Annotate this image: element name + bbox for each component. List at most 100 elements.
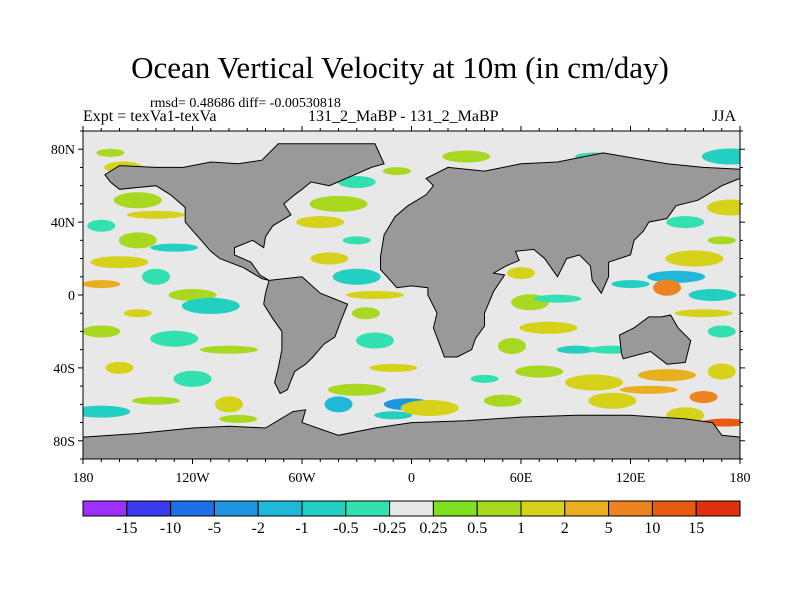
anomaly-cell xyxy=(346,291,404,299)
anomaly-cell xyxy=(96,148,125,157)
stats-line: rmsd= 0.48686 diff= -0.00530818 xyxy=(150,96,341,111)
anomaly-cell xyxy=(83,280,121,289)
anomaly-cell xyxy=(707,236,736,245)
colorbar-swatch xyxy=(170,500,215,517)
anomaly-cell xyxy=(113,192,162,209)
anomaly-cell xyxy=(611,280,650,289)
colorbar-swatch xyxy=(345,500,391,517)
anomaly-cell xyxy=(118,232,157,249)
anomaly-cell xyxy=(127,210,185,219)
colorbar-swatch xyxy=(651,500,697,517)
anomaly-cell xyxy=(442,150,491,163)
season-label: JJA xyxy=(712,108,737,125)
colorbar-label: -2 xyxy=(252,520,265,537)
colorbar-swatch xyxy=(257,500,303,517)
anomaly-cell xyxy=(688,289,737,301)
anomaly-cell xyxy=(219,414,258,423)
anomaly-cell xyxy=(706,199,740,216)
anomaly-cell xyxy=(332,268,381,285)
period-label: 131_2_MaBP - 131_2_MaBP xyxy=(308,108,499,125)
anomaly-cell xyxy=(638,369,696,382)
anomaly-cell xyxy=(497,338,526,355)
colorbar-label: 10 xyxy=(644,520,660,537)
x-tick-label: 180 xyxy=(730,471,751,486)
anomaly-cell xyxy=(181,297,240,314)
colorbar-label: 0.25 xyxy=(419,520,447,537)
experiment-label: Expt = texVa1-texVa xyxy=(83,108,217,125)
anomaly-cell xyxy=(356,332,394,349)
colorbar-label: 15 xyxy=(688,520,704,537)
anomaly-cell xyxy=(707,363,736,380)
x-tick-label: 120W xyxy=(175,471,210,486)
colorbar-swatch xyxy=(213,500,259,517)
x-tick-label: 0 xyxy=(408,471,415,486)
x-axis: 180 120W 60W 0 60E 120E 180 xyxy=(73,126,751,486)
anomaly-cell xyxy=(309,195,368,212)
anomaly-cell xyxy=(142,268,170,285)
anomaly-cell xyxy=(150,243,199,252)
anomaly-cell xyxy=(337,176,376,189)
anomaly-cell xyxy=(707,325,736,338)
anomaly-cell xyxy=(296,216,345,229)
anomaly-cell xyxy=(556,345,595,354)
colorbar-label: -15 xyxy=(116,520,137,537)
anomaly-cell xyxy=(588,392,637,409)
anomaly-cell xyxy=(382,167,411,176)
anomaly-cell xyxy=(90,256,149,269)
colorbar-label: -1 xyxy=(295,520,308,537)
anomaly-cell xyxy=(150,330,199,347)
anomaly-cell xyxy=(565,374,623,391)
anomaly-cell xyxy=(173,370,212,387)
anomaly-cell xyxy=(701,148,740,165)
y-tick-label: 40S xyxy=(53,362,75,377)
x-tick-label: 60W xyxy=(288,471,316,486)
anomaly-cell xyxy=(369,363,418,372)
anomaly-cell xyxy=(533,294,582,303)
y-tick-label: 80N xyxy=(51,143,75,158)
anomaly-cell xyxy=(327,383,386,396)
anomaly-field xyxy=(83,148,740,451)
anomaly-cell xyxy=(105,361,134,374)
colorbar: -15 -10 -5 -2 -1 -0.5 -0.25 0.25 0.5 1 2 5 10 15 xyxy=(82,500,741,537)
anomaly-cell xyxy=(674,309,733,318)
colorbar-label: -5 xyxy=(208,520,221,537)
anomaly-cell xyxy=(665,250,724,267)
anomaly-cell xyxy=(689,391,718,404)
colorbar-label: -10 xyxy=(160,520,181,537)
colorbar-label: 5 xyxy=(605,520,613,537)
anomaly-cell xyxy=(483,394,522,407)
anomaly-cell xyxy=(324,396,353,413)
colorbar-label: -0.5 xyxy=(333,520,358,537)
anomaly-cell xyxy=(400,399,459,416)
y-tick-label: 40N xyxy=(51,216,75,231)
colorbar-swatch xyxy=(608,500,653,517)
anomaly-cell xyxy=(374,411,413,420)
colorbar-swatch xyxy=(82,500,128,517)
anomaly-cell xyxy=(515,365,564,378)
anomaly-cell xyxy=(83,325,121,338)
anomaly-cell xyxy=(470,374,499,383)
land-eurasia-africa xyxy=(380,152,740,358)
anomaly-cell xyxy=(310,252,349,265)
colorbar-swatch xyxy=(432,500,478,517)
land-antarctica xyxy=(83,409,740,459)
colorbar-label: 0.5 xyxy=(467,520,487,537)
anomaly-cell xyxy=(200,345,258,354)
anomaly-cell xyxy=(87,219,116,232)
colorbar-swatch xyxy=(126,500,172,517)
land-south-america xyxy=(263,276,349,395)
colorbar-swatch xyxy=(564,500,610,517)
anomaly-cell xyxy=(653,279,681,296)
colorbar-swatch xyxy=(520,500,566,517)
colorbar-swatch xyxy=(695,500,741,517)
anomaly-cell xyxy=(342,236,371,245)
anomaly-cell xyxy=(351,307,380,320)
anomaly-cell xyxy=(619,385,678,394)
anomaly-cell xyxy=(666,216,705,229)
x-tick-label: 120E xyxy=(616,471,646,486)
colorbar-swatch xyxy=(476,500,522,517)
colorbar-swatch xyxy=(389,500,434,517)
colorbar-label: 1 xyxy=(517,520,525,537)
anomaly-cell xyxy=(168,289,217,301)
